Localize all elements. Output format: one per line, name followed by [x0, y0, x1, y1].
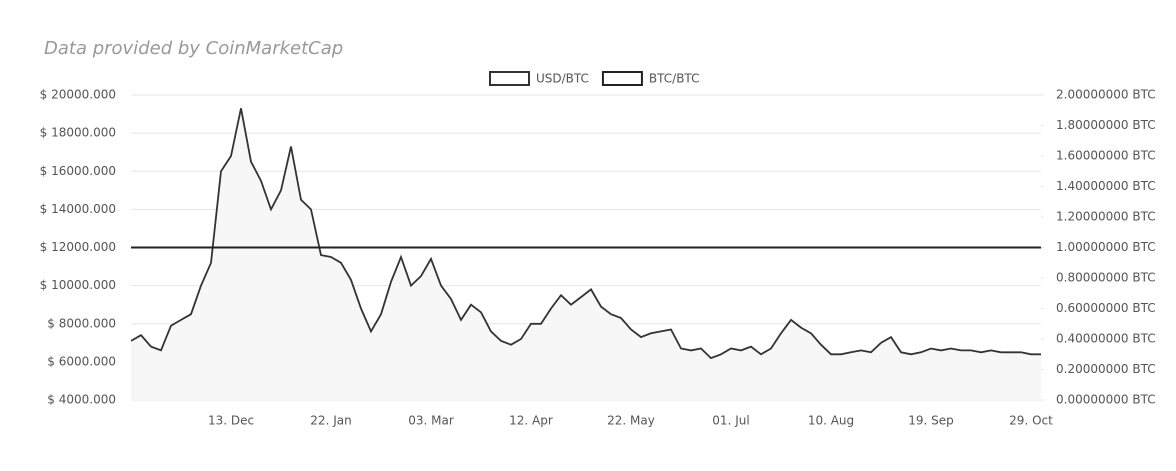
y-tick-label: $ 16000.000 — [40, 164, 116, 178]
legend-swatch[interactable] — [601, 71, 643, 86]
header-text: Data provided by CoinMarketCap — [44, 38, 343, 59]
x-tick-label: 01. Jul — [712, 414, 749, 428]
y2-tick-label: 1.00000000 BTC — [1056, 240, 1156, 254]
y2-tick-label: 0.00000000 BTC — [1056, 393, 1156, 407]
y-tick-label: $ 12000.000 — [40, 240, 116, 254]
y2-tick-label: 1.80000000 BTC — [1056, 118, 1156, 132]
y2-tick-label: 1.60000000 BTC — [1056, 149, 1156, 163]
y-tick-label: $ 4000.000 — [47, 393, 116, 407]
y-tick-label: $ 10000.000 — [40, 278, 116, 292]
line — [130, 108, 1041, 360]
y-tick-label: $ 20000.000 — [40, 88, 116, 102]
x-tick-label: 13. Dec — [208, 414, 254, 428]
y-tick-label: $ 8000.000 — [47, 316, 116, 330]
y2-tick-label: 0.80000000 BTC — [1056, 271, 1156, 285]
y-tick-label: $ 18000.000 — [40, 126, 116, 140]
y2-tick-label: 0.60000000 BTC — [1056, 301, 1156, 315]
y2-tick-label: 0.20000000 BTC — [1056, 362, 1156, 376]
y2-tick-label: 1.40000000 BTC — [1056, 179, 1156, 193]
y2-tick-label: 0.40000000 BTC — [1056, 332, 1156, 346]
legend-swatch[interactable] — [489, 71, 530, 86]
x-tick-label: 22. Jan — [310, 414, 351, 428]
x-tick-label: 19. Sep — [908, 414, 954, 428]
x-tick-label: 03. Mar — [408, 414, 454, 428]
x-tick-label: 10. Aug — [808, 414, 854, 428]
y-tick-label: $ 14000.000 — [40, 202, 116, 216]
x-tick-label: 22. May — [607, 414, 655, 428]
x-tick-label: 29. Oct — [1009, 414, 1053, 428]
y2-tick-label: 2.00000000 BTC — [1056, 88, 1156, 102]
legend-label[interactable]: BTC/BTC — [649, 72, 700, 86]
x-tick-label: 12. Apr — [509, 414, 553, 428]
area — [131, 108, 1041, 401]
y2-tick-label: 1.20000000 BTC — [1056, 210, 1156, 224]
legend-label[interactable]: USD/BTC — [536, 72, 589, 86]
y-tick-label: $ 6000.000 — [47, 354, 116, 368]
